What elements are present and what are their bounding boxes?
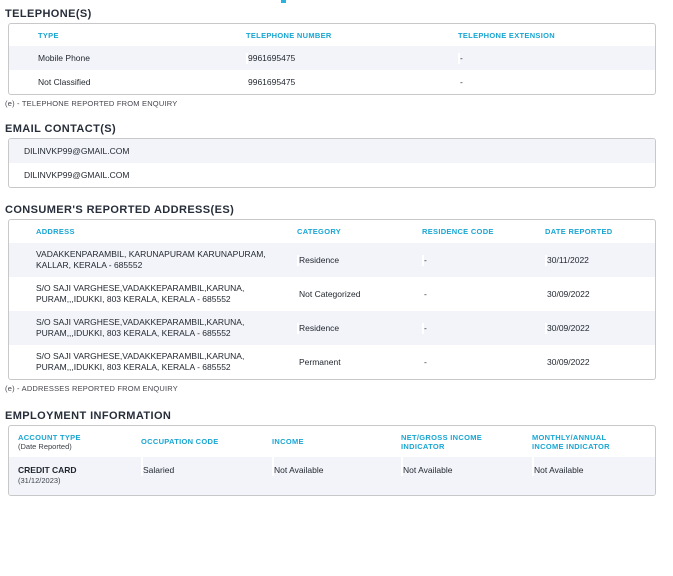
address-date-reported: 30/09/2022 — [545, 356, 655, 368]
address-row: S/O SAJI VARGHESE,VADAKKEPARAMBIL,KARUNA… — [9, 277, 655, 311]
email-address: DILINVKP99@GMAIL.COM — [24, 169, 130, 180]
email-row: DILINVKP99@GMAIL.COM — [9, 163, 655, 187]
telephone-extension: - — [458, 52, 655, 64]
telephones-col-type: TYPE — [38, 30, 59, 40]
address-residence-code: - — [422, 356, 545, 368]
employment-account-type-value: CREDIT CARD — [18, 465, 77, 475]
address-row: S/O SAJI VARGHESE,VADAKKEPARAMBIL,KARUNA… — [9, 345, 655, 379]
telephone-type: Mobile Phone — [38, 52, 90, 63]
addresses-col-address: ADDRESS — [36, 227, 75, 236]
telephones-col-extension: TELEPHONE EXTENSION — [458, 30, 555, 40]
address-text: S/O SAJI VARGHESE,VADAKKEPARAMBIL,KARUNA… — [36, 317, 245, 338]
telephone-extension: - — [458, 76, 655, 88]
telephone-type: Not Classified — [38, 76, 91, 87]
address-category: Residence — [297, 322, 422, 334]
address-residence-code: - — [422, 254, 545, 266]
addresses-col-date-reported: DATE REPORTED — [545, 227, 613, 236]
address-date-reported: 30/09/2022 — [545, 322, 655, 334]
employment-account-type: CREDIT CARD (31/12/2023) — [9, 457, 141, 485]
addresses-table: ADDRESS CATEGORY RESIDENCE CODE DATE REP… — [8, 219, 656, 380]
emails-section-title: EMAIL CONTACT(S) — [5, 123, 117, 135]
addresses-footnote: (e) - ADDRESSES REPORTED FROM ENQUIRY — [5, 384, 178, 393]
emails-table: DILINVKP99@GMAIL.COM DILINVKP99@GMAIL.CO… — [8, 138, 656, 188]
employment-col-monthly-annual: MONTHLY/ANNUAL INCOME INDICATOR — [532, 432, 610, 451]
screen-edge-artifact — [281, 0, 286, 3]
email-row: DILINVKP99@GMAIL.COM — [9, 139, 655, 163]
employment-col-net-gross: NET/GROSS INCOME INDICATOR — [401, 432, 483, 451]
email-address: DILINVKP99@GMAIL.COM — [24, 145, 130, 156]
telephones-footnote: (e) - TELEPHONE REPORTED FROM ENQUIRY — [5, 99, 178, 108]
addresses-col-residence-code: RESIDENCE CODE — [422, 227, 494, 236]
employment-col-account-type: ACCOUNT TYPE (Date Reported) — [9, 433, 141, 451]
employment-income: Not Available — [272, 457, 401, 476]
employment-col-account-type-sub: (Date Reported) — [18, 441, 72, 451]
addresses-section-title: CONSUMER'S REPORTED ADDRESS(ES) — [5, 204, 235, 216]
address-text: VADAKKENPARAMBIL, KARUNAPURAM KARUNAPURA… — [36, 249, 266, 270]
address-row: S/O SAJI VARGHESE,VADAKKEPARAMBIL,KARUNA… — [9, 311, 655, 345]
address-date-reported: 30/09/2022 — [545, 288, 655, 300]
employment-header-row: ACCOUNT TYPE (Date Reported) OCCUPATION … — [9, 426, 655, 457]
employment-section-title: EMPLOYMENT INFORMATION — [5, 410, 172, 422]
telephone-row: Not Classified 9961695475 - — [9, 70, 655, 94]
address-residence-code: - — [422, 322, 545, 334]
employment-row: CREDIT CARD (31/12/2023) Salaried Not Av… — [9, 457, 655, 495]
address-text: S/O SAJI VARGHESE,VADAKKEPARAMBIL,KARUNA… — [36, 283, 245, 304]
addresses-col-category: CATEGORY — [297, 227, 342, 236]
telephone-number: 9961695475 — [246, 52, 458, 64]
address-residence-code: - — [422, 288, 545, 300]
employment-col-account-type-label: ACCOUNT TYPE — [18, 432, 81, 442]
telephones-section-title: TELEPHONE(S) — [5, 8, 92, 20]
employment-col-occupation-code: OCCUPATION CODE — [141, 437, 219, 446]
addresses-header-row: ADDRESS CATEGORY RESIDENCE CODE DATE REP… — [9, 220, 655, 243]
employment-monthly-annual-indicator: Not Available — [532, 457, 655, 476]
telephone-row: Mobile Phone 9961695475 - — [9, 46, 655, 70]
employment-occupation-code: Salaried — [141, 457, 272, 476]
employment-account-date-reported: (31/12/2023) — [18, 476, 61, 485]
address-category: Permanent — [297, 356, 422, 368]
address-date-reported: 30/11/2022 — [545, 254, 655, 266]
employment-col-income: INCOME — [272, 437, 304, 446]
address-text: S/O SAJI VARGHESE,VADAKKEPARAMBIL,KARUNA… — [36, 351, 245, 372]
employment-table: ACCOUNT TYPE (Date Reported) OCCUPATION … — [8, 425, 656, 496]
telephones-col-number: TELEPHONE NUMBER — [246, 30, 332, 40]
telephones-table: TYPE TELEPHONE NUMBER TELEPHONE EXTENSIO… — [8, 23, 656, 95]
telephones-header-row: TYPE TELEPHONE NUMBER TELEPHONE EXTENSIO… — [9, 24, 655, 46]
telephone-number: 9961695475 — [246, 76, 458, 88]
address-category: Residence — [297, 254, 422, 266]
employment-net-gross-indicator: Not Available — [401, 457, 532, 476]
address-row: VADAKKENPARAMBIL, KARUNAPURAM KARUNAPURA… — [9, 243, 655, 277]
address-category: Not Categorized — [297, 288, 422, 300]
